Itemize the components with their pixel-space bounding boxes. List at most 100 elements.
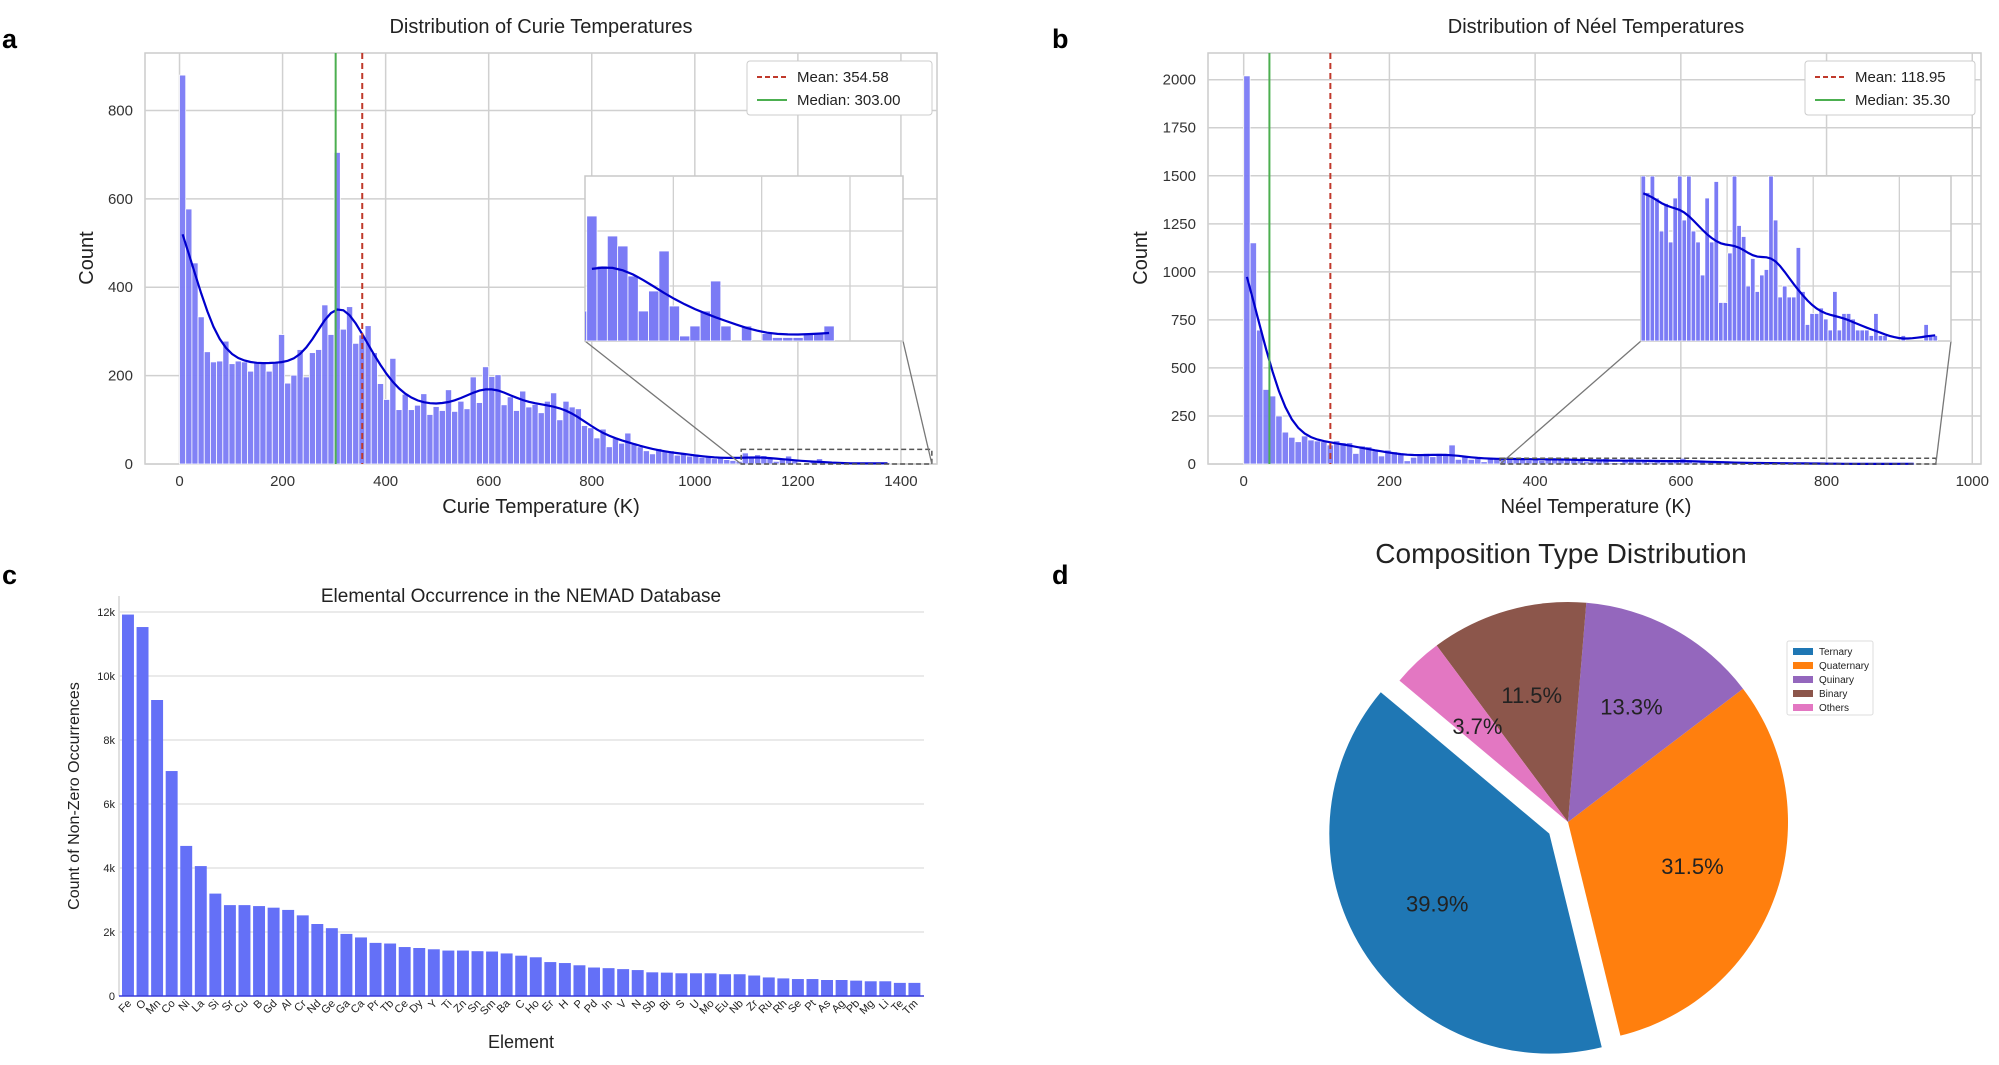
neel-inset-bar	[1649, 176, 1656, 341]
pie-legend: Ternary Quaternary Quinary Binary Others	[1786, 640, 1874, 716]
element-bar	[529, 957, 542, 996]
curie-hist-bar	[259, 363, 267, 465]
element-bar	[209, 893, 222, 996]
curie-hist-bar	[222, 340, 230, 465]
element-xtick-label: Bi	[658, 998, 673, 1013]
neel-inset-bar	[1645, 192, 1651, 341]
pie-slice-others	[1399, 645, 1568, 822]
curie-hist-bar	[475, 402, 483, 465]
curie-hist-bar	[278, 334, 286, 465]
curie-xtick-label: 1200	[781, 473, 814, 490]
curie-hist-bar	[210, 361, 218, 465]
pie-legend-swatch	[1793, 662, 1813, 669]
element-bar	[821, 980, 833, 996]
element-bar	[719, 974, 732, 996]
curie-hist-bar	[581, 425, 589, 465]
element-ytick-label: 4k	[103, 863, 115, 875]
neel-ytick-label: 1000	[1163, 264, 1196, 281]
element-ylabel: Count of Non-Zero Occurrences	[66, 682, 83, 910]
element-ytick-label: 0	[109, 991, 115, 1003]
curie-legend-median-label: Median: 303.00	[797, 92, 900, 109]
curie-ytick-label: 0	[125, 456, 133, 473]
curie-hist-bar	[370, 352, 378, 465]
curie-hist-bar	[228, 363, 236, 465]
element-bar	[427, 949, 440, 996]
neel-inset-bar	[1763, 269, 1770, 341]
element-bar	[733, 974, 746, 996]
neel-hist-bar	[1262, 389, 1270, 465]
neel-hist-bar	[1249, 242, 1257, 465]
element-bar	[122, 614, 134, 996]
neel-hist-bar	[1281, 431, 1289, 465]
neel-inset-bar	[1882, 335, 1888, 341]
element-bar	[223, 905, 236, 996]
element-bar	[762, 977, 775, 996]
curie-hist-bar	[593, 437, 601, 465]
neel-inset-bar	[1772, 219, 1779, 341]
neel-inset-bar	[1923, 324, 1929, 341]
element-xtick-label: Nb	[727, 998, 745, 1016]
element-bar	[311, 924, 324, 996]
neel-inset-bar	[1658, 230, 1665, 341]
curie-hist-bar	[432, 406, 440, 465]
curie-hist-bar	[494, 374, 502, 465]
curie-inset-bar	[782, 337, 794, 341]
neel-ytick-label: 2000	[1163, 72, 1196, 89]
curie-hist-bar	[179, 74, 187, 465]
element-bar	[675, 973, 688, 996]
curie-hist-bar	[469, 376, 477, 465]
element-bar	[864, 981, 877, 996]
curie-hist-bar	[308, 352, 316, 465]
neel-inset-bar	[1782, 285, 1788, 341]
neel-inset-bar	[1677, 176, 1683, 341]
curie-hist-bar	[216, 360, 224, 465]
element-bar	[355, 937, 367, 996]
curie-hist-bar	[284, 382, 292, 465]
neel-hist-bar	[1403, 460, 1411, 465]
curie-inset-bar	[771, 337, 784, 341]
neel-inset-bar	[1722, 302, 1729, 341]
neel-hist-bar	[1416, 455, 1424, 465]
neel-title: Distribution of Néel Temperatures	[1448, 16, 1744, 38]
curie-hist-bar	[414, 404, 422, 465]
curie-hist-bar	[327, 334, 335, 465]
neel-hist-bar	[1243, 75, 1251, 465]
element-ytick-label: 10k	[97, 671, 115, 683]
curie-hist-bar	[630, 443, 638, 465]
curie-hist-bar	[550, 392, 558, 465]
neel-xtick-label: 800	[1814, 473, 1839, 490]
curie-hist-bar	[383, 399, 391, 465]
pie-slice-ternary	[1329, 692, 1602, 1054]
curie-hist-bar	[407, 409, 415, 465]
curie-xtick-label: 1000	[678, 473, 711, 490]
neel-inset-bar	[1654, 197, 1660, 341]
neel-inset-bar	[1641, 176, 1646, 341]
pie-pct-label: 3.7%	[1452, 714, 1502, 739]
neel-inset-bar	[1877, 335, 1884, 341]
curie-inset-bar	[720, 325, 732, 341]
curie-legend-box	[746, 60, 933, 116]
curie-legend-mean-label: Mean: 354.58	[797, 69, 889, 86]
element-xtick-label: Dy	[407, 997, 425, 1015]
neel-legend: Mean: 118.95 Median: 35.30	[1804, 60, 1976, 116]
element-bar	[602, 968, 615, 996]
curie-inset-bar	[617, 245, 629, 341]
element-bar	[617, 969, 630, 996]
neel-hist-bar	[1377, 455, 1386, 465]
element-bar	[544, 962, 557, 996]
element-xtick-label: Sb	[640, 998, 658, 1016]
neel-inset-content	[1641, 176, 1938, 341]
curie-hist-bar	[642, 450, 650, 465]
curie-hist-bar	[686, 455, 694, 465]
pie-title: Composition Type Distribution	[1375, 538, 1746, 569]
curie-xtick-label: 0	[175, 473, 183, 490]
curie-hist-bar	[457, 400, 465, 465]
neel-inset-bar	[1690, 230, 1697, 341]
curie-inset-bar	[586, 215, 598, 341]
element-bar	[238, 905, 251, 996]
neel-inset-bar	[1827, 329, 1833, 341]
curie-hist-bar	[611, 437, 619, 465]
neel-inset-bar	[1800, 291, 1806, 341]
element-ytick-label: 2k	[103, 927, 115, 939]
